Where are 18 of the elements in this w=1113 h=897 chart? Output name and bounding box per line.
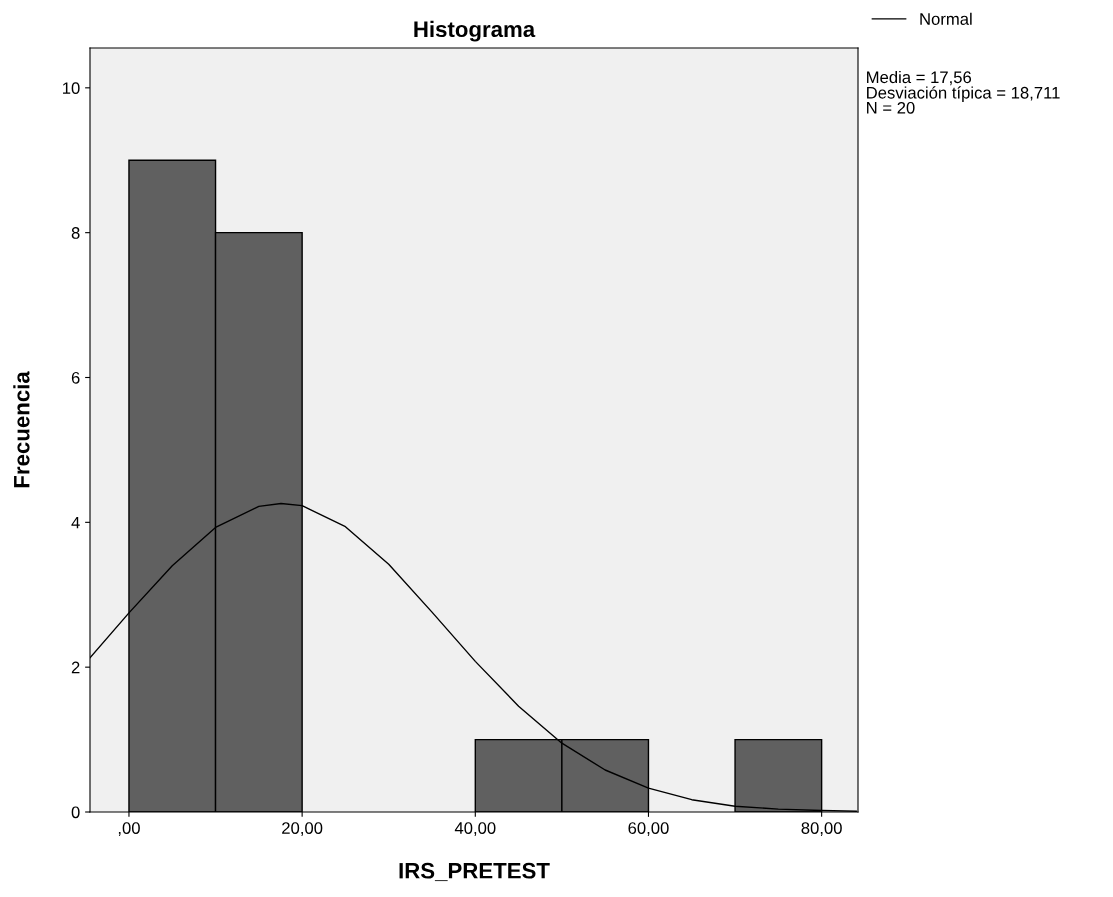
legend-label: Normal	[920, 12, 972, 25]
x-tick-label: ,00	[118, 822, 140, 836]
x-tick-label: 60,00	[628, 822, 669, 836]
y-tick-label: 2	[71, 661, 80, 674]
x-tick-label: 20,00	[282, 822, 323, 836]
y-tick-label: 10	[63, 82, 80, 95]
y-tick-label: 6	[71, 371, 80, 384]
x-tick-label: 80,00	[801, 822, 842, 836]
x-tick-label: 40,00	[454, 822, 496, 836]
y-tick-label: 8	[71, 227, 80, 239]
y-tick-label: 4	[71, 516, 80, 529]
x-axis-title: IRS_PRETEST	[399, 862, 550, 882]
chart-title: Histograma	[414, 20, 536, 42]
y-tick-label: 0	[71, 806, 80, 819]
y-axis-title: Frecuencia	[13, 371, 30, 488]
text: Desviación típica = 18,711	[867, 86, 1060, 102]
text: N = 20	[867, 101, 915, 114]
text: Media = 17,56	[867, 70, 972, 86]
